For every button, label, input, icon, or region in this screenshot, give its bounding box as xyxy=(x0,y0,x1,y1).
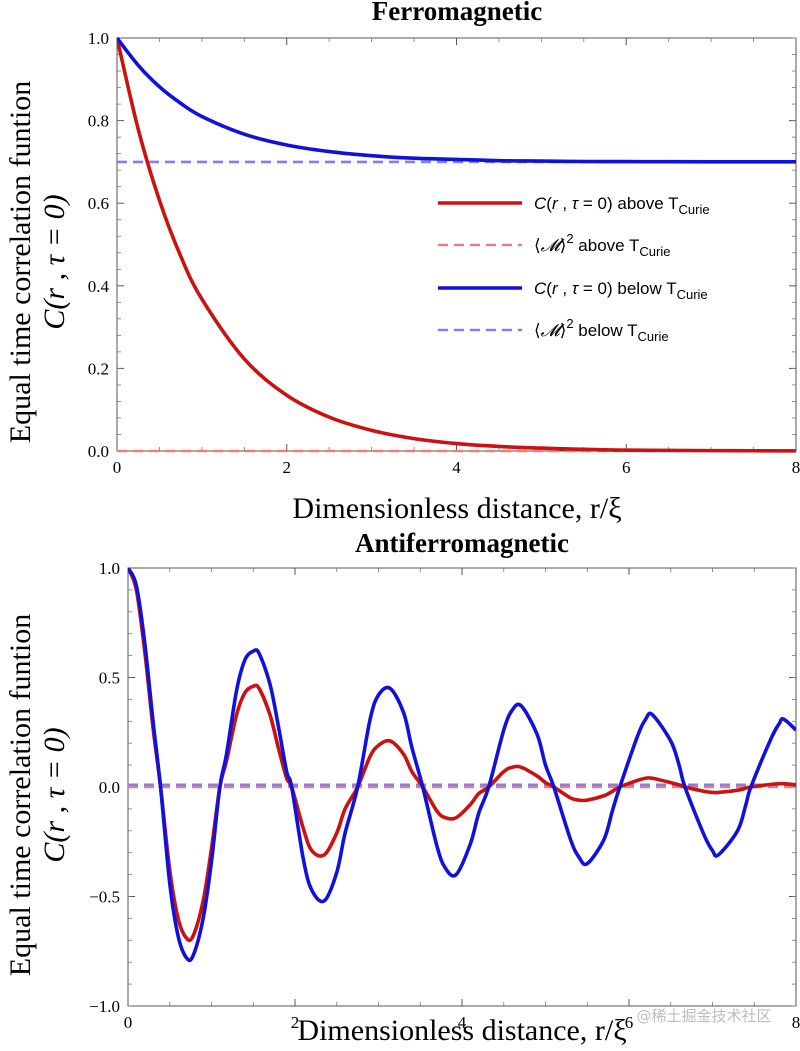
x-tick-label: 4 xyxy=(452,458,461,477)
legend-label-below-dashed: ⟨𝓜⟩2 below TCurie xyxy=(534,316,669,344)
series-line-above-solid xyxy=(117,37,796,453)
y-tick-label: 0.0 xyxy=(88,442,109,461)
y-tick-label: 0.2 xyxy=(88,359,109,378)
x-tick-label: 0 xyxy=(124,1013,133,1032)
x-tick-label: 6 xyxy=(625,1013,634,1032)
x-tick-label: 2 xyxy=(291,1013,300,1032)
x-tick-label: 8 xyxy=(792,1013,800,1032)
legend-label-above-dashed: ⟨𝓜⟩2 above TCurie xyxy=(534,231,670,259)
ferro-ylabel-line1: Equal time correlation funtion xyxy=(4,81,37,443)
watermark: @稀土掘金技术社区 xyxy=(636,1007,771,1025)
series-line-below-solid xyxy=(128,567,796,963)
x-tick-label: 4 xyxy=(458,1013,467,1032)
ferromagnetic-title: Ferromagnetic xyxy=(372,0,542,26)
ferromagnetic-panel: Ferromagnetic Equal time correlation fun… xyxy=(4,0,800,525)
antiferro-ylabel-line1: Equal time correlation funtion xyxy=(4,614,37,976)
antiferromagnetic-title: Antiferromagnetic xyxy=(355,528,569,558)
legend-label-below-solid: C(r , τ = 0) below TCurie xyxy=(534,279,708,302)
ferro-xlabel: Dimensionless distance, r/ξ xyxy=(292,492,621,525)
x-tick-label: 8 xyxy=(792,458,800,477)
y-tick-label: 0.5 xyxy=(99,669,120,688)
y-tick-label: −0.5 xyxy=(89,888,120,907)
y-tick-label: 0.6 xyxy=(88,194,109,213)
antiferro-xlabel: Dimensionless distance, r/ξ xyxy=(297,1014,626,1047)
y-tick-label: 0.0 xyxy=(99,778,120,797)
series-line-below-solid xyxy=(117,36,796,164)
antiferro-ylabel: Equal time correlation funtion C(r , τ =… xyxy=(4,614,71,976)
legend: C(r , τ = 0) above TCurie ⟨𝓜⟩2 above TCur… xyxy=(438,194,710,344)
x-tick-label: 6 xyxy=(622,458,631,477)
antiferro-ylabel-line2: C(r , τ = 0) xyxy=(38,727,71,862)
legend-label-above-solid: C(r , τ = 0) above TCurie xyxy=(534,194,710,217)
y-tick-label: 1.0 xyxy=(88,29,109,48)
y-tick-label: 0.8 xyxy=(88,112,109,131)
antiferro-plot-area: 0 2 4 6 8 −1.0 −0.5 0.0 0.5 1.0 xyxy=(89,559,800,1032)
ferro-plot-area: 0 2 4 6 8 0.0 0.2 0.4 0.6 0.8 1.0 xyxy=(88,29,800,477)
y-tick-label: 0.4 xyxy=(88,277,110,296)
ferro-ylabel-line2: C(r , τ = 0) xyxy=(38,194,71,329)
y-tick-label: 1.0 xyxy=(99,559,120,578)
x-tick-label: 2 xyxy=(283,458,292,477)
ferro-ylabel: Equal time correlation funtion C(r , τ =… xyxy=(4,81,71,443)
x-tick-label: 0 xyxy=(113,458,122,477)
antiferromagnetic-panel: Antiferromagnetic Equal time correlation… xyxy=(4,528,800,1047)
y-tick-label: −1.0 xyxy=(89,997,120,1016)
